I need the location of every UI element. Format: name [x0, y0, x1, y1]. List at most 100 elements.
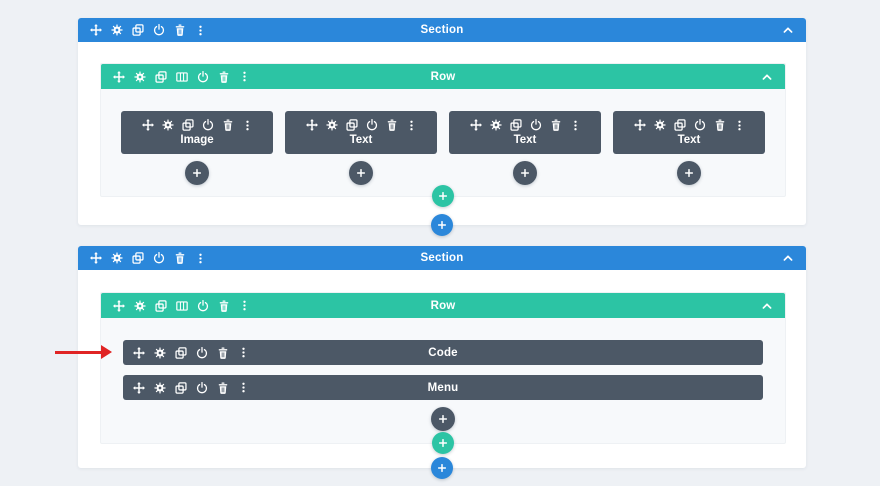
plus-icon [192, 168, 202, 178]
disable-icon[interactable] [196, 347, 208, 359]
delete-icon[interactable] [386, 119, 398, 131]
settings-icon[interactable] [111, 24, 123, 36]
plus-icon [520, 168, 530, 178]
settings-icon[interactable] [654, 119, 666, 131]
disable-icon[interactable] [530, 119, 542, 131]
disable-icon[interactable] [196, 382, 208, 394]
module-label: Text [349, 134, 373, 146]
settings-icon[interactable] [134, 300, 146, 312]
duplicate-icon[interactable] [175, 347, 187, 359]
disable-icon[interactable] [153, 252, 165, 264]
settings-icon[interactable] [490, 119, 502, 131]
plus-icon [438, 191, 448, 201]
delete-icon[interactable] [550, 119, 562, 131]
row-header-2[interactable]: Row [101, 293, 785, 318]
duplicate-icon[interactable] [346, 119, 358, 131]
row-header-1[interactable]: Row [101, 64, 785, 89]
module-text[interactable]: Text [613, 111, 765, 154]
settings-icon[interactable] [154, 347, 166, 359]
duplicate-icon[interactable] [175, 382, 187, 394]
disable-icon[interactable] [694, 119, 706, 131]
move-icon[interactable] [634, 119, 646, 131]
duplicate-icon[interactable] [155, 300, 167, 312]
module-label: Text [677, 134, 701, 146]
add-module-button[interactable] [185, 161, 209, 185]
delete-icon[interactable] [174, 252, 186, 264]
move-icon[interactable] [113, 300, 125, 312]
move-icon[interactable] [90, 252, 102, 264]
move-icon[interactable] [133, 347, 145, 359]
chevron-up-icon [761, 300, 773, 312]
settings-icon[interactable] [326, 119, 338, 131]
disable-icon[interactable] [153, 24, 165, 36]
add-section-button[interactable] [431, 214, 453, 236]
duplicate-icon[interactable] [132, 252, 144, 264]
settings-icon[interactable] [162, 119, 174, 131]
more-icon[interactable] [238, 382, 249, 393]
section-header-2[interactable]: Section [78, 246, 806, 270]
plus-icon [437, 463, 447, 473]
move-icon[interactable] [142, 119, 154, 131]
delete-icon[interactable] [218, 300, 230, 312]
move-icon[interactable] [133, 382, 145, 394]
row-toolbar [113, 71, 250, 83]
delete-icon[interactable] [714, 119, 726, 131]
delete-icon[interactable] [217, 347, 229, 359]
delete-icon[interactable] [174, 24, 186, 36]
move-icon[interactable] [90, 24, 102, 36]
section-card-1: Section Row [78, 18, 806, 236]
add-section-button[interactable] [431, 457, 453, 479]
more-icon[interactable] [239, 71, 250, 82]
module-image[interactable]: Image [121, 111, 273, 154]
settings-icon[interactable] [134, 71, 146, 83]
module-label: Image [180, 134, 214, 146]
module-menu[interactable]: Menu [123, 375, 763, 400]
delete-icon[interactable] [222, 119, 234, 131]
add-module-button[interactable] [349, 161, 373, 185]
duplicate-icon[interactable] [674, 119, 686, 131]
add-module-button[interactable] [513, 161, 537, 185]
disable-icon[interactable] [202, 119, 214, 131]
more-icon[interactable] [734, 120, 745, 131]
move-icon[interactable] [306, 119, 318, 131]
columns-icon[interactable] [176, 300, 188, 312]
add-row-button[interactable] [432, 432, 454, 454]
more-icon[interactable] [195, 253, 206, 264]
duplicate-icon[interactable] [182, 119, 194, 131]
row-container-2: Row Code [100, 292, 786, 454]
plus-icon [437, 220, 447, 230]
more-icon[interactable] [570, 120, 581, 131]
duplicate-icon[interactable] [155, 71, 167, 83]
add-module-button[interactable] [677, 161, 701, 185]
settings-icon[interactable] [111, 252, 123, 264]
more-icon[interactable] [195, 25, 206, 36]
module-toolbar [142, 119, 253, 131]
collapse-row-button[interactable] [761, 300, 773, 312]
collapse-row-button[interactable] [761, 71, 773, 83]
more-icon[interactable] [242, 120, 253, 131]
more-icon[interactable] [238, 347, 249, 358]
disable-icon[interactable] [366, 119, 378, 131]
duplicate-icon[interactable] [510, 119, 522, 131]
delete-icon[interactable] [217, 382, 229, 394]
more-icon[interactable] [406, 120, 417, 131]
column-1: Image [121, 111, 273, 185]
module-text[interactable]: Text [449, 111, 601, 154]
disable-icon[interactable] [197, 71, 209, 83]
disable-icon[interactable] [197, 300, 209, 312]
module-text[interactable]: Text [285, 111, 437, 154]
duplicate-icon[interactable] [132, 24, 144, 36]
section-header-1[interactable]: Section [78, 18, 806, 42]
add-module-button[interactable] [431, 407, 455, 431]
collapse-section-button[interactable] [782, 252, 794, 264]
settings-icon[interactable] [154, 382, 166, 394]
collapse-section-button[interactable] [782, 24, 794, 36]
more-icon[interactable] [239, 300, 250, 311]
row-toolbar [113, 300, 250, 312]
move-icon[interactable] [113, 71, 125, 83]
delete-icon[interactable] [218, 71, 230, 83]
columns-icon[interactable] [176, 71, 188, 83]
add-row-button[interactable] [432, 185, 454, 207]
module-code[interactable]: Code [123, 340, 763, 365]
move-icon[interactable] [470, 119, 482, 131]
